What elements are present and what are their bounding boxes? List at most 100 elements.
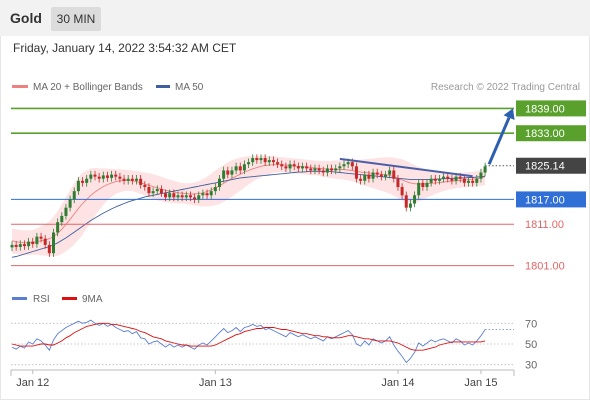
level-label-1817-00: 1817.00: [525, 194, 565, 206]
candle-body: [330, 168, 334, 171]
candle-body: [85, 178, 89, 183]
candle-body: [218, 178, 221, 187]
candle-body: [242, 164, 246, 171]
candle-body: [118, 176, 122, 179]
candle-body: [209, 191, 213, 196]
level-tag-1833-00: [516, 125, 586, 142]
ma20-legend-label: MA 20 + Bollinger Bands: [33, 82, 143, 93]
candle-body: [22, 244, 26, 247]
candle-body: [305, 166, 309, 169]
x-tick-label: Jan 13: [199, 377, 232, 389]
candle-body: [201, 193, 205, 196]
ma50-legend-swatch: [156, 85, 170, 88]
candle-body: [247, 162, 251, 165]
rsi-legend-swatch: [12, 297, 27, 300]
candle-body: [462, 178, 466, 183]
ma20-line: [11, 164, 486, 244]
candle-body: [126, 178, 130, 181]
candle-body: [143, 184, 147, 187]
last-price-tag: [516, 157, 586, 174]
instrument-title: Gold: [10, 10, 42, 26]
candle-body: [388, 170, 392, 175]
candle-body: [483, 166, 487, 173]
candle-body: [226, 170, 230, 175]
candle-body: [346, 162, 350, 165]
candle-body: [350, 162, 354, 167]
candle-body: [284, 166, 288, 169]
candle-body: [301, 166, 304, 169]
candle-body: [408, 203, 412, 208]
candle-body: [39, 236, 43, 239]
ma50-line: [11, 170, 486, 258]
candle-body: [68, 199, 72, 208]
candle-body: [147, 187, 151, 194]
candle-body: [172, 193, 176, 198]
candle-body: [321, 170, 325, 173]
candle-body: [313, 168, 317, 171]
candle-body: [60, 215, 64, 223]
candle-body: [159, 189, 163, 194]
candle-body: [168, 193, 172, 198]
projection-arrow-shaft: [487, 117, 511, 165]
candle-body: [400, 187, 404, 196]
candle-body: [122, 178, 126, 181]
candle-body: [238, 166, 242, 171]
candle-body: [93, 174, 97, 177]
candle-body: [296, 166, 300, 169]
candle-body: [230, 170, 234, 175]
candle-body: [52, 232, 55, 254]
candle-body: [292, 164, 296, 167]
candle-body: [135, 178, 138, 181]
candle-body: [288, 164, 292, 169]
candle-body: [114, 174, 118, 177]
candle-body: [31, 241, 35, 245]
candle-body: [379, 174, 383, 177]
level-label-1839-00: 1839.00: [525, 103, 565, 115]
candle-body: [359, 178, 363, 181]
rsi-tick-70: 70: [525, 318, 537, 330]
level-label-1833-00: 1833.00: [525, 128, 565, 140]
candle-body: [413, 195, 417, 204]
x-tick-label: Jan 14: [381, 377, 414, 389]
candle-body: [384, 174, 387, 177]
x-tick-label: Jan 15: [464, 377, 497, 389]
candle-body: [479, 172, 483, 179]
rsi-ma-legend-swatch: [62, 297, 77, 300]
candle-body: [81, 180, 85, 183]
candle-body: [458, 176, 462, 179]
candle-body: [97, 176, 101, 179]
candle-body: [338, 166, 342, 169]
candle-body: [101, 175, 105, 179]
timeframe-button[interactable]: 30 MIN: [51, 7, 101, 31]
level-tag-1839-00: [516, 100, 586, 117]
candle-body: [375, 172, 379, 175]
candle-body: [425, 182, 429, 187]
candle-body: [417, 182, 421, 196]
candle-body: [259, 158, 263, 161]
candle-body: [396, 178, 400, 187]
candle-body: [317, 168, 321, 171]
rsi-tick-30: 30: [525, 360, 537, 372]
candle-body: [35, 236, 39, 245]
candle-body: [251, 158, 255, 163]
credit-text: Research © 2022 Trading Central: [431, 82, 580, 93]
candle-body: [18, 244, 22, 247]
candle-body: [363, 174, 367, 181]
candle-body: [371, 172, 375, 179]
chart-datetime: Friday, January 14, 2022 3:54:32 AM CET: [13, 41, 237, 55]
candle-body: [64, 207, 68, 216]
candle-body: [442, 176, 446, 179]
candle-body: [188, 195, 192, 198]
candle-body: [450, 178, 454, 181]
candle-body: [429, 178, 433, 183]
candle-body: [110, 174, 114, 178]
candle-body: [205, 193, 209, 196]
candle-body: [234, 166, 238, 171]
candle-body: [437, 178, 441, 181]
candle-body: [164, 193, 168, 198]
candle-body: [367, 174, 371, 179]
candle-body: [271, 160, 275, 163]
x-tick-label: Jan 12: [16, 377, 49, 389]
candle-body: [267, 160, 271, 163]
